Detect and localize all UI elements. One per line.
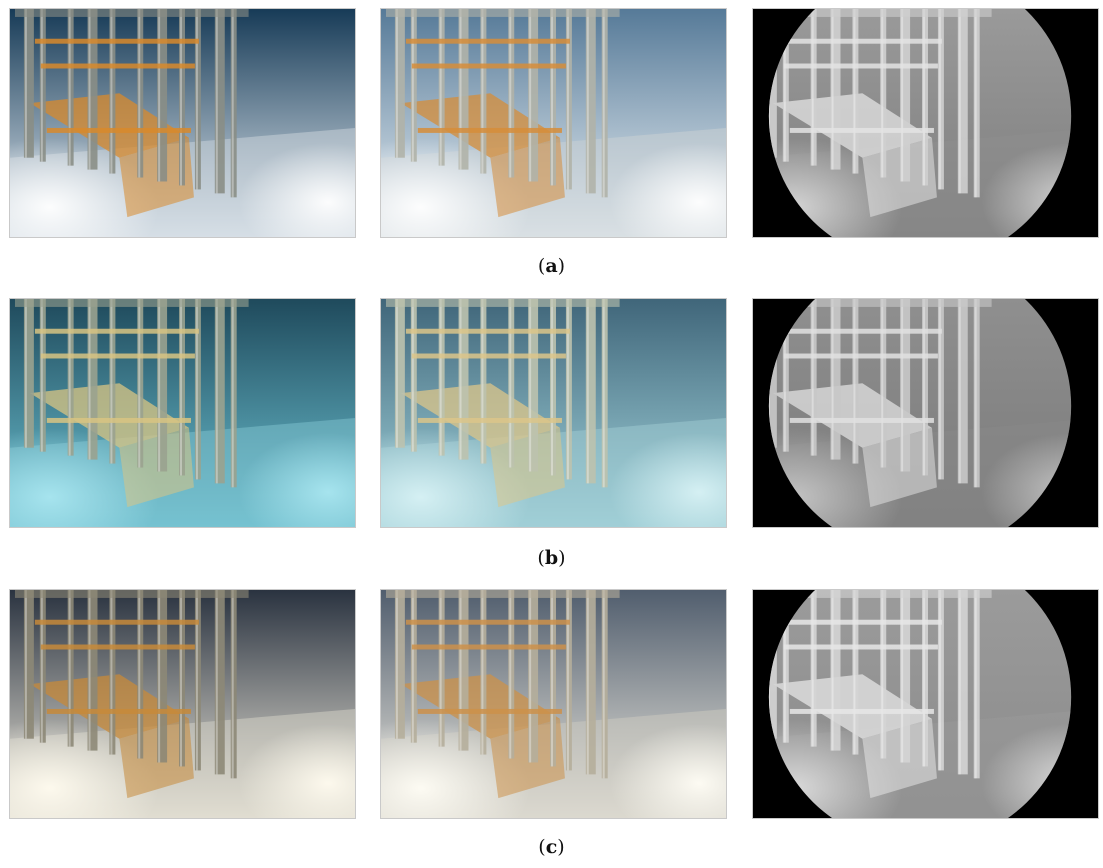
image-row-c-grayscale-circular — [752, 589, 1099, 819]
caption-row-b: (b) — [537, 547, 566, 569]
image-row-a-enhanced — [380, 8, 727, 238]
image-row-b-original — [9, 298, 356, 528]
caption-row-a: (a) — [537, 255, 566, 277]
image-row-a-original — [9, 8, 356, 238]
caption-row-c: (c) — [538, 836, 565, 858]
image-row-b-enhanced — [380, 298, 727, 528]
image-row-c-original — [9, 589, 356, 819]
image-row-a-grayscale-circular — [752, 8, 1099, 238]
image-row-c-enhanced — [380, 589, 727, 819]
image-row-b-grayscale-circular — [752, 298, 1099, 528]
